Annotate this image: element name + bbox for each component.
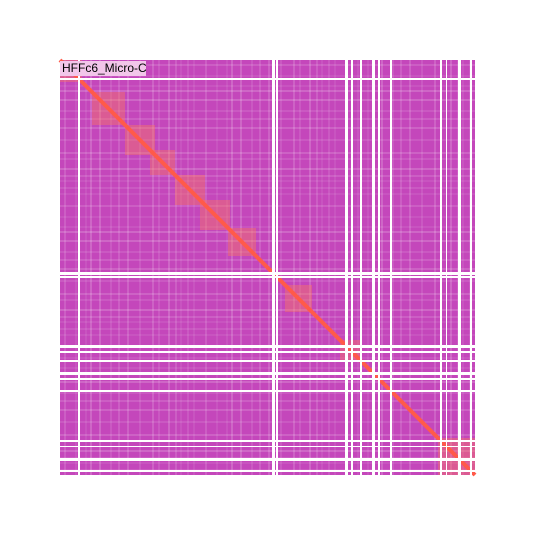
- label-background: [60, 61, 146, 76]
- gap-line: [60, 360, 475, 362]
- gap-line: [60, 372, 475, 375]
- gap-line: [60, 351, 475, 353]
- gap-line: [60, 446, 475, 447]
- gap-line: [60, 276, 475, 278]
- gap-line: [60, 470, 475, 472]
- gap-line: [276, 60, 278, 475]
- gap-line: [351, 60, 353, 475]
- gap-line: [345, 60, 348, 475]
- gap-line: [440, 60, 442, 475]
- gap-line: [60, 458, 475, 461]
- gap-line: [378, 60, 380, 475]
- gap-line: [60, 78, 475, 80]
- diagonal: [58, 58, 477, 477]
- gap-lines: [60, 60, 475, 475]
- gap-line: [470, 60, 472, 475]
- gap-line: [458, 60, 461, 475]
- gap-line: [272, 60, 275, 475]
- gap-line: [78, 60, 80, 475]
- gap-line: [60, 345, 475, 348]
- track-label: HFFc6_Micro-C: [62, 61, 147, 75]
- gap-line: [60, 378, 475, 380]
- gap-line: [390, 60, 392, 475]
- gap-line: [372, 60, 375, 475]
- gap-line: [60, 272, 475, 275]
- gap-line: [60, 390, 475, 392]
- gap-line: [446, 60, 447, 475]
- gap-line: [360, 60, 362, 475]
- gap-line: [60, 440, 475, 442]
